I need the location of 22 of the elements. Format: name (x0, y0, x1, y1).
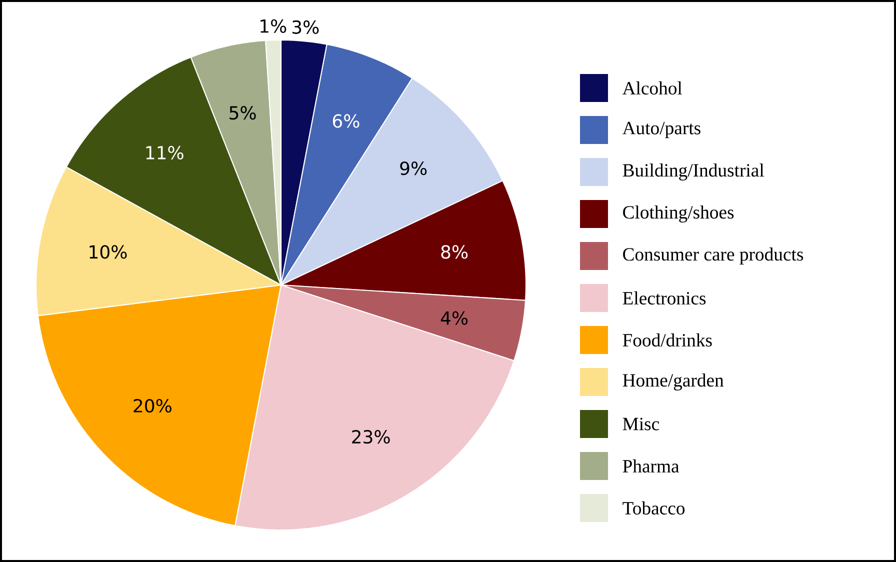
legend-label: Consumer care products (623, 248, 804, 264)
legend-label: Alcohol (622, 81, 682, 95)
legend-label: Pharma (622, 459, 680, 473)
data-label: 23% (352, 430, 390, 444)
legend-label: Food/drinks (622, 333, 712, 347)
data-label: 6% (332, 114, 360, 128)
legend-label: Home/garden (622, 373, 724, 390)
data-label: 4% (440, 311, 468, 325)
legend-label: Clothing/shoes (623, 205, 734, 222)
data-label: 5% (230, 106, 256, 120)
legend-label: Electronics (622, 291, 706, 305)
legend-label: Auto/parts (622, 122, 700, 138)
data-label: 9% (400, 162, 427, 176)
legend-label: Misc (622, 418, 660, 430)
data-label: 1% (260, 19, 286, 33)
data-label: 20% (134, 398, 172, 413)
data-label: 11% (146, 146, 184, 160)
data-label: 3% (292, 20, 319, 34)
data-label: 10% (90, 245, 127, 259)
data-label: 8% (441, 245, 468, 259)
legend-label: Building/Industrial (622, 163, 764, 180)
legend-label: Tobacco (622, 501, 685, 515)
